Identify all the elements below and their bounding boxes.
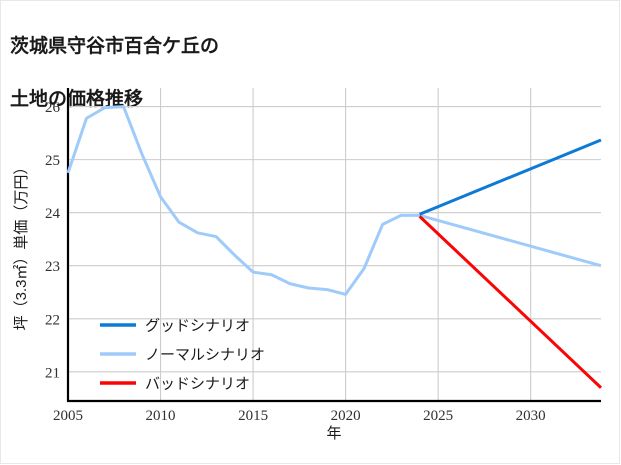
y-tick-label: 26 (45, 100, 61, 116)
chart-title-line-2: 土地の価格推移 (10, 88, 144, 110)
y-axis-title: 坪（3.3㎡）単価（万円） (13, 160, 30, 331)
x-axis-title: 年 (326, 425, 341, 442)
y-tick-label: 21 (45, 365, 60, 381)
y-axis-tick-labels: 21 22 23 24 25 26 (45, 100, 61, 381)
y-tick-label: 24 (45, 206, 61, 222)
x-axis-tick-labels: 2005 2010 2015 2020 2025 2030 (53, 408, 546, 424)
chart-title-line-1: 茨城県守谷市百合ケ丘の (10, 36, 220, 58)
y-tick-label: 25 (45, 153, 60, 169)
chart-title: 茨城県守谷市百合ケ丘の 土地の価格推移 (10, 8, 430, 139)
legend-label: ノーマルシナリオ (145, 348, 265, 364)
x-tick-label: 2005 (53, 408, 83, 424)
series-line (419, 138, 602, 216)
series-line (66, 105, 602, 296)
legend-label: グッドシナリオ (145, 318, 250, 335)
data-series-layer (66, 105, 603, 389)
x-tick-label: 2030 (516, 408, 546, 424)
y-tick-label: 23 (45, 259, 60, 275)
y-tick-label: 22 (45, 312, 60, 328)
x-tick-label: 2020 (331, 408, 361, 424)
legend-label: バッドシナリオ (145, 377, 250, 393)
x-tick-label: 2015 (238, 408, 268, 424)
axis-lines (66, 88, 601, 403)
series-line (418, 215, 603, 389)
x-tick-label: 2025 (423, 408, 453, 424)
x-tick-label: 2010 (146, 408, 176, 424)
